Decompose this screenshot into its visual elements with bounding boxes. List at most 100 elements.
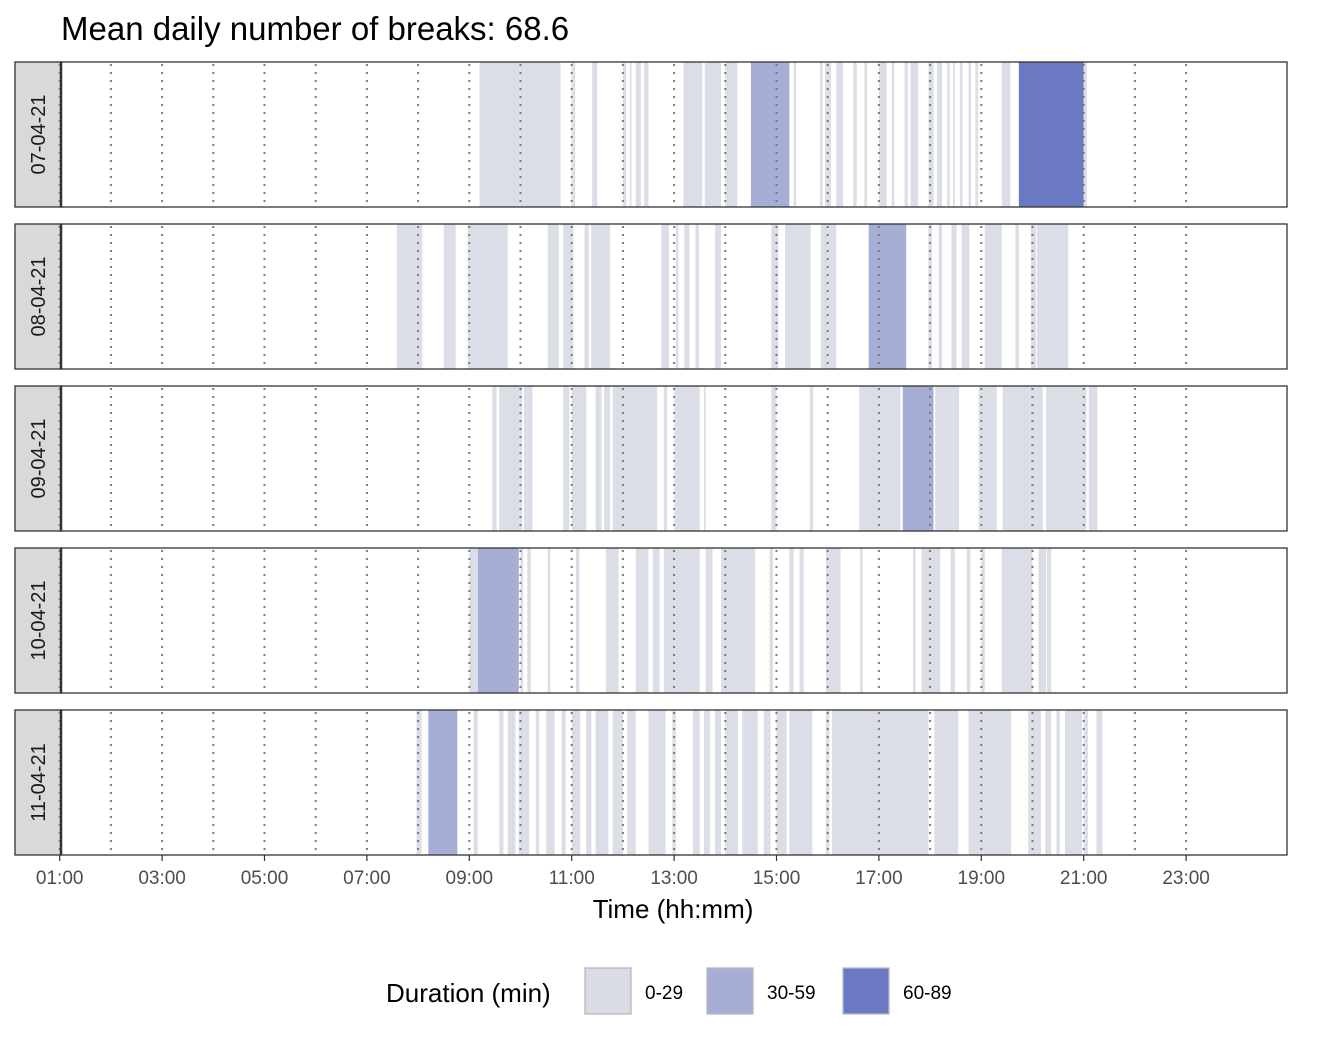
break-bar: [799, 548, 804, 693]
break-bar: [416, 710, 422, 855]
legend-label: 30-59: [767, 983, 816, 1004]
break-bar: [910, 62, 919, 207]
break-bar: [1088, 386, 1098, 531]
break-bar: [721, 548, 756, 693]
break-bar: [627, 710, 636, 855]
break-bar: [789, 710, 813, 855]
legend-title: Duration (min): [386, 978, 551, 1008]
break-bar: [936, 62, 943, 207]
break-bar: [715, 224, 722, 369]
break-bar: [776, 710, 787, 855]
break-bar: [938, 224, 943, 369]
panel-strip-label: 08-04-21: [28, 256, 50, 336]
break-bar: [771, 224, 779, 369]
break-bar: [661, 224, 669, 369]
break-bar: [1083, 62, 1088, 207]
break-bar: [1001, 548, 1027, 693]
break-bar: [663, 386, 668, 531]
break-bar: [629, 62, 632, 207]
break-bar: [725, 62, 738, 207]
break-bar: [644, 62, 649, 207]
break-bar: [477, 548, 519, 693]
break-bar: [789, 548, 794, 693]
break-bar: [591, 224, 611, 369]
break-bar: [820, 62, 823, 207]
break-bar: [499, 710, 504, 855]
break-bar: [703, 710, 710, 855]
break-bar: [1001, 62, 1011, 207]
panel-strip-label: 09-04-21: [28, 418, 50, 498]
break-bar: [1030, 224, 1036, 369]
break-bar: [1047, 548, 1052, 693]
break-bar: [518, 710, 530, 855]
break-bar: [928, 62, 934, 207]
break-bar: [953, 62, 955, 207]
break-bar: [725, 710, 739, 855]
x-tick-label: 03:00: [138, 868, 186, 889]
break-bar: [547, 548, 551, 693]
break-bar: [635, 548, 649, 693]
break-bar: [793, 62, 797, 207]
break-bar: [860, 548, 863, 693]
x-tick-label: 01:00: [36, 868, 84, 889]
break-bar: [586, 710, 592, 855]
break-bar: [935, 386, 960, 531]
break-bar: [968, 710, 984, 855]
break-bar: [571, 386, 587, 531]
panel-10-04-21: 10-04-21: [14, 547, 1288, 694]
break-bar: [785, 224, 811, 369]
break-bar: [469, 548, 478, 693]
break-bar: [520, 548, 524, 693]
panel-strip: [14, 547, 62, 694]
break-bar: [1045, 710, 1052, 855]
panel-background: [61, 224, 1287, 369]
break-bar: [527, 548, 531, 693]
break-bar: [981, 548, 985, 693]
panel-strip-label: 10-04-21: [28, 580, 50, 660]
legend-label: 60-89: [903, 983, 952, 1004]
break-bar: [878, 62, 887, 207]
break-bar: [547, 224, 559, 369]
break-bar: [546, 710, 555, 855]
break-bar: [604, 386, 611, 531]
break-bar: [428, 710, 458, 855]
legend: Duration (min) 0-29 30-59 60-89: [386, 967, 952, 1015]
break-bar: [1080, 386, 1087, 531]
panel-strip: [14, 223, 62, 370]
x-axis: 01:00 03:00 05:00 07:00 09:00 11:00 13:00 15:00…: [36, 855, 1210, 889]
break-bar: [859, 386, 901, 531]
break-bar: [648, 710, 666, 855]
break-bar: [891, 62, 895, 207]
break-bar: [825, 710, 830, 855]
break-bar: [652, 548, 660, 693]
break-bar: [921, 548, 941, 693]
legend-entry: 0-29: [584, 967, 683, 1015]
break-bar: [1029, 386, 1043, 531]
break-bar: [499, 386, 523, 531]
break-bar: [692, 710, 700, 855]
break-bar: [684, 224, 690, 369]
break-bar: [443, 224, 456, 369]
x-tick-label: 21:00: [1060, 868, 1108, 889]
break-bar: [663, 548, 675, 693]
break-bar: [612, 710, 623, 855]
panel-08-04-21: 08-04-21: [14, 223, 1288, 370]
break-bar: [928, 224, 932, 369]
break-bar: [473, 710, 478, 855]
break-bar: [563, 386, 570, 531]
break-bar: [672, 710, 676, 855]
chart-panels: 07-04-21 08-04-21 09-04-21 10-04-21 11-04-21: [14, 61, 1288, 856]
chart-title: Mean daily number of breaks: 68.6: [61, 10, 569, 47]
break-bar: [561, 710, 566, 855]
break-bar: [612, 386, 658, 531]
break-bar: [571, 710, 581, 855]
break-bar: [1083, 710, 1088, 855]
break-bar: [831, 710, 884, 855]
legend-key: [842, 967, 890, 1015]
break-bar: [595, 386, 602, 531]
legend-label: 0-29: [645, 983, 683, 1004]
panel-strip-label: 11-04-21: [28, 743, 50, 822]
break-bar: [984, 224, 1002, 369]
break-bar: [605, 548, 619, 693]
